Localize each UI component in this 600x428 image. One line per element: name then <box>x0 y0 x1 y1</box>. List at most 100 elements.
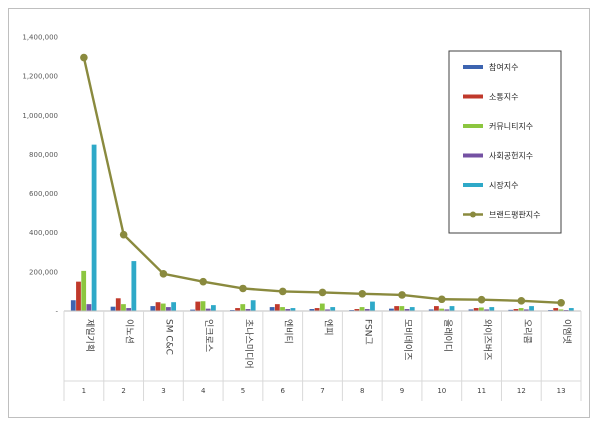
bar-참여지수-10 <box>428 309 434 311</box>
bar-참여지수-3 <box>150 306 156 311</box>
line-point-7 <box>318 288 327 297</box>
bar-커뮤니티지수-1 <box>81 270 87 311</box>
legend-label: 참여지수 <box>489 62 518 72</box>
rank-label: 10 <box>437 387 446 395</box>
y-tick-label: 800,000 <box>29 151 58 159</box>
bar-사회공헌지수-8 <box>364 309 370 311</box>
line-point-11 <box>477 295 486 304</box>
bar-참여지수-4 <box>190 309 195 311</box>
bar-커뮤니티지수-5 <box>240 304 246 311</box>
bar-소통지수-1 <box>76 281 81 311</box>
y-tick-label: 1,000,000 <box>22 112 58 120</box>
bar-커뮤니티지수-10 <box>439 308 445 311</box>
line-point-12 <box>517 297 526 305</box>
y-tick-label: 1,400,000 <box>22 34 58 42</box>
bar-소통지수-13 <box>553 308 559 311</box>
rank-label: 13 <box>557 387 566 395</box>
category-label: 제일기획 <box>84 319 96 352</box>
bar-소통지수-4 <box>195 301 201 311</box>
bar-커뮤니티지수-2 <box>121 304 126 311</box>
rank-label: 2 <box>121 387 125 395</box>
bar-사회공헌지수-7 <box>325 309 330 311</box>
bar-시장지수-12 <box>529 306 534 311</box>
bar-시장지수-1 <box>91 144 97 311</box>
rank-label: 9 <box>400 387 404 395</box>
y-tick-label: - <box>55 308 58 316</box>
bar-소통지수-9 <box>394 306 400 311</box>
y-tick-label: 600,000 <box>29 190 58 198</box>
bar-소통지수-3 <box>155 302 161 311</box>
bar-커뮤니티지수-6 <box>280 307 285 311</box>
line-point-1 <box>80 53 88 62</box>
category-label: 엔비티 <box>283 319 294 344</box>
category-label: 엔피 <box>323 319 334 336</box>
bar-참여지수-9 <box>389 308 394 311</box>
bar-소통지수-2 <box>115 298 121 311</box>
bar-시장지수-5 <box>250 300 256 311</box>
bar-소통지수-7 <box>314 308 320 311</box>
category-label: 이엠넷 <box>561 319 573 344</box>
bar-사회공헌지수-3 <box>166 307 171 311</box>
legend-marker <box>470 211 476 218</box>
bar-시장지수-8 <box>370 301 375 311</box>
line-point-9 <box>398 291 406 299</box>
line-point-10 <box>438 295 446 304</box>
bar-사회공헌지수-10 <box>444 309 450 311</box>
bar-소통지수-5 <box>235 308 240 311</box>
category-label: FSN그 <box>362 319 372 345</box>
bar-시장지수-10 <box>449 306 455 311</box>
bars <box>70 144 574 311</box>
category-label: 인크로스 <box>203 319 214 352</box>
rank-label: 4 <box>201 387 206 395</box>
legend-swatch <box>463 94 483 99</box>
bar-소통지수-12 <box>513 309 519 311</box>
bar-커뮤니티지수-11 <box>478 307 484 311</box>
y-tick-label: 1,200,000 <box>22 73 58 81</box>
bar-시장지수-3 <box>171 302 177 311</box>
bar-참여지수-11 <box>468 309 474 311</box>
legend-label: 사회공헌지수 <box>489 152 533 161</box>
line-point-5 <box>239 284 247 293</box>
bar-시장지수-4 <box>210 305 216 311</box>
legend-swatch <box>463 65 483 69</box>
chart: - 200,000 400,000 600,000 800,000 1,000,000 1,… <box>22 34 582 401</box>
line-point-2 <box>119 230 128 239</box>
legend-label: 시장지수 <box>489 180 518 190</box>
category-label: 모비데이즈 <box>402 319 413 360</box>
bar-사회공헌지수-2 <box>126 308 132 311</box>
bar-사회공헌지수-1 <box>86 304 92 311</box>
legend-box <box>448 50 562 234</box>
brand-index-line <box>80 53 565 307</box>
category-label: 이노션 <box>124 319 135 344</box>
category-label: 오리콤 <box>521 319 532 344</box>
bar-시장지수-7 <box>330 307 336 311</box>
category-label: 초나스미디어 <box>243 319 254 369</box>
bar-참여지수-12 <box>508 309 514 311</box>
bar-커뮤니티지수-3 <box>160 303 166 311</box>
x-axis: 제일기획 1 이노션 2 SM C&C 3 인크로스 4 초나스미디어 5 엔비티 6 엔피 7 FSN그 8… <box>63 310 582 401</box>
bar-소통지수-11 <box>473 308 479 311</box>
bar-사회공헌지수-12 <box>523 309 529 311</box>
bar-사회공헌지수-6 <box>285 309 291 311</box>
line-point-8 <box>358 289 367 298</box>
rank-label: 12 <box>517 387 526 395</box>
category-label: 와이즈버즈 <box>482 319 494 360</box>
line-point-6 <box>278 287 287 296</box>
bar-소통지수-10 <box>434 306 439 311</box>
bar-참여지수-7 <box>309 309 315 311</box>
rank-label: 11 <box>477 387 486 395</box>
bar-커뮤니티지수-12 <box>518 308 524 311</box>
category-label: SM C&C <box>163 319 173 355</box>
bar-커뮤니티지수-13 <box>558 309 564 311</box>
rank-label: 7 <box>320 387 324 395</box>
legend-swatch <box>463 124 483 128</box>
rank-label: 3 <box>161 387 165 395</box>
bar-시장지수-9 <box>409 307 415 311</box>
legend-swatch <box>463 183 483 187</box>
legend-label: 브랜드평판지수 <box>489 210 541 220</box>
y-tick-label: 400,000 <box>29 229 58 237</box>
rank-label: 1 <box>82 387 86 395</box>
bar-커뮤니티지수-4 <box>200 301 206 311</box>
bar-사회공헌지수-9 <box>404 309 410 311</box>
